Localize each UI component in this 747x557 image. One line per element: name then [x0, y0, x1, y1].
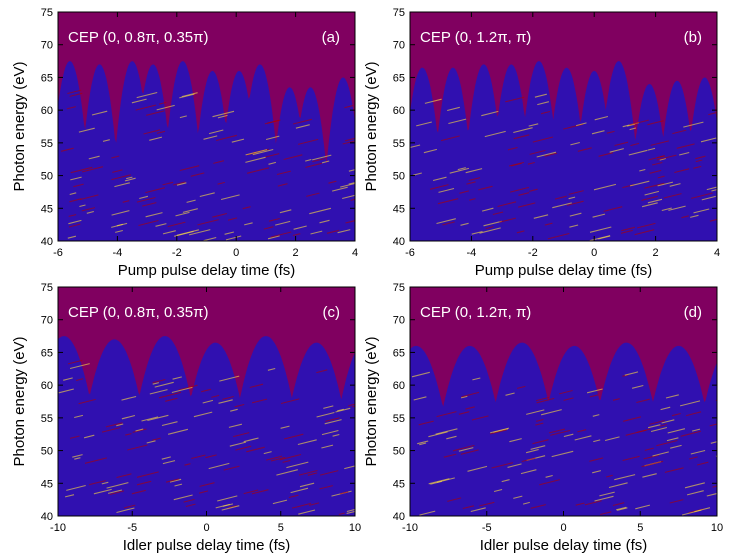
heatmap — [58, 336, 355, 516]
x-tick-label: 10 — [349, 522, 361, 534]
y-tick-label: 45 — [41, 203, 53, 215]
x-tick-label: -5 — [482, 522, 492, 534]
y-tick-label: 40 — [41, 511, 53, 523]
panel-3: -10 -5 0 5 10 40 45 50 55 60 65 70 75 Idler pulse del… — [363, 282, 723, 554]
y-tick-label: 70 — [41, 315, 53, 327]
interference-fringes — [410, 93, 717, 241]
interference-fringes — [411, 371, 717, 516]
y-tick-label: 50 — [41, 171, 53, 183]
x-tick-label: 4 — [714, 247, 720, 259]
intensity-band — [58, 336, 355, 516]
y-tick-label: 45 — [393, 478, 405, 490]
x-tick-label: -10 — [50, 522, 66, 534]
panel-label: (a) — [322, 29, 340, 46]
y-tick-label: 50 — [393, 171, 405, 183]
y-tick-label: 40 — [41, 236, 53, 248]
panel-label: (d) — [684, 304, 702, 321]
y-tick-label: 45 — [393, 203, 405, 215]
cep-annotation: CEP (0, 0.8π, 0.35π) — [68, 304, 209, 321]
y-tick-label: 55 — [393, 413, 405, 425]
y-tick-label: 45 — [41, 478, 53, 490]
intensity-band — [410, 61, 717, 241]
panel-label: (b) — [684, 29, 702, 46]
y-tick-label: 60 — [41, 105, 53, 117]
y-tick-label: 60 — [393, 380, 405, 392]
y-tick-label: 75 — [393, 7, 405, 19]
x-tick-label: 4 — [352, 247, 358, 259]
plot-frame — [57, 11, 356, 242]
y-tick-label: 70 — [41, 40, 53, 52]
cep-annotation: CEP (0, 1.2π, π) — [420, 29, 531, 46]
plot-frame — [409, 11, 718, 242]
x-tick-label: 5 — [278, 522, 284, 534]
x-tick-label: 2 — [293, 247, 299, 259]
x-tick-label: -5 — [127, 522, 137, 534]
x-tick-label: 0 — [560, 522, 566, 534]
y-tick-label: 70 — [393, 40, 405, 52]
x-axis-label: Idler pulse delay time (fs) — [123, 537, 291, 554]
cep-annotation: CEP (0, 1.2π, π) — [420, 304, 531, 321]
y-tick-label: 75 — [41, 282, 53, 294]
y-tick-label: 70 — [393, 315, 405, 327]
heatmap — [410, 342, 717, 516]
y-tick-label: 60 — [41, 380, 53, 392]
y-tick-label: 40 — [393, 511, 405, 523]
x-axis-label: Pump pulse delay time (fs) — [118, 262, 296, 279]
x-tick-label: 0 — [233, 247, 239, 259]
x-tick-label: -10 — [402, 522, 418, 534]
y-tick-label: 65 — [41, 347, 53, 359]
y-tick-label: 50 — [41, 446, 53, 458]
x-tick-label: -4 — [113, 247, 123, 259]
y-axis-label: Photon energy (eV) — [11, 61, 28, 191]
x-axis-label: Pump pulse delay time (fs) — [475, 262, 653, 279]
y-tick-label: 75 — [393, 282, 405, 294]
y-tick-label: 50 — [393, 446, 405, 458]
x-tick-label: -2 — [528, 247, 538, 259]
panel-label: (c) — [323, 304, 341, 321]
cep-annotation: CEP (0, 0.8π, 0.35π) — [68, 29, 209, 46]
x-tick-label: -6 — [405, 247, 415, 259]
x-tick-label: 2 — [653, 247, 659, 259]
y-axis-label: Photon energy (eV) — [363, 61, 380, 191]
x-tick-label: -4 — [467, 247, 477, 259]
x-tick-label: 0 — [591, 247, 597, 259]
y-axis-label: Photon energy (eV) — [363, 336, 380, 466]
y-tick-label: 55 — [393, 138, 405, 150]
panel-1: -6 -4 -2 0 2 4 40 45 50 55 60 65 70 75 Pump pulse dela… — [363, 7, 720, 279]
y-tick-label: 55 — [41, 413, 53, 425]
y-tick-label: 75 — [41, 7, 53, 19]
y-tick-label: 65 — [41, 72, 53, 84]
heatmap — [410, 61, 717, 241]
y-tick-label: 40 — [393, 236, 405, 248]
panel-2: -10 -5 0 5 10 40 45 50 55 60 65 70 75 Idler pulse del… — [11, 282, 361, 554]
intensity-band — [58, 61, 355, 241]
heatmap — [58, 61, 355, 241]
x-tick-label: -2 — [172, 247, 182, 259]
y-tick-label: 65 — [393, 347, 405, 359]
x-tick-label: -6 — [53, 247, 63, 259]
y-tick-label: 55 — [41, 138, 53, 150]
y-tick-label: 65 — [393, 72, 405, 84]
x-tick-label: 5 — [637, 522, 643, 534]
interference-fringes — [58, 359, 355, 516]
x-tick-label: 0 — [203, 522, 209, 534]
interference-fringes — [60, 89, 355, 241]
x-tick-label: 10 — [711, 522, 723, 534]
y-tick-label: 60 — [393, 105, 405, 117]
panel-0: -6 -4 -2 0 2 4 40 45 50 55 60 65 70 75 Pump pulse dela… — [11, 7, 358, 279]
y-axis-label: Photon energy (eV) — [11, 336, 28, 466]
x-axis-label: Idler pulse delay time (fs) — [480, 537, 648, 554]
